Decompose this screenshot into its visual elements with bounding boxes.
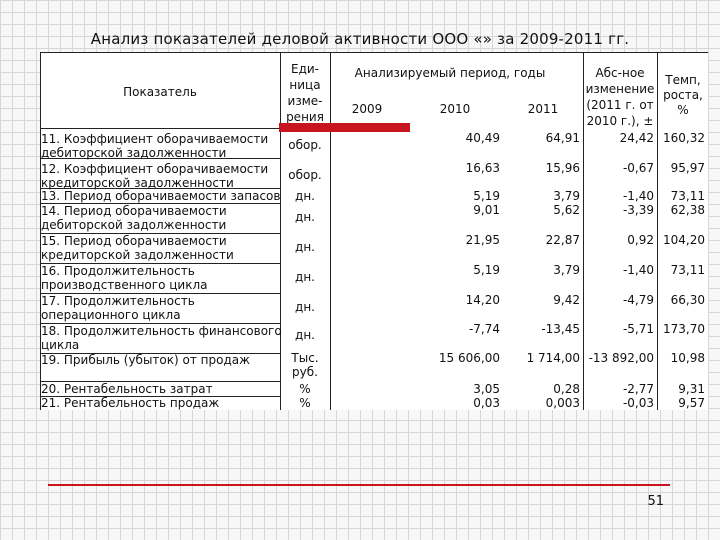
cell-abs-change: 0,92 [627,233,654,247]
row-indicator-name: 17. Продолжительность операционного цикл… [41,294,195,322]
cell-2010: 9,01 [473,203,500,217]
cell-abs-change: -0,03 [622,396,654,410]
cell-2011: 3,79 [553,263,580,277]
row-indicator-name: 18. Продолжительность финансового цикла [41,324,282,352]
table-divider-abs [657,52,658,410]
row-indicator-name: 15. Период оборачиваемости кредиторской … [41,234,234,262]
cell-2011: 0,003 [545,396,580,410]
row-line [40,188,280,189]
row-unit: дн. [295,300,315,314]
cell-2010: 5,19 [473,263,500,277]
row-line [40,233,280,234]
row-unit: дн. [295,270,315,284]
cell-2011: 5,62 [553,203,580,217]
row-indicator-name: 11. Коэффициент оборачиваемости дебиторс… [41,132,269,160]
cell-2010: -7,74 [468,322,500,336]
cell-growth: 73,11 [670,189,705,203]
cell-2010: 3,05 [473,382,500,396]
row-unit: дн. [295,189,315,203]
cell-2010: 16,63 [465,161,500,175]
table-border-top [40,52,708,53]
row-unit: дн. [295,240,315,254]
row-line [40,293,280,294]
row-indicator-name: 21. Рентабельность продаж [41,396,220,410]
row-unit: обор. [288,138,322,152]
cell-growth: 104,20 [663,233,705,247]
cell-2010: 14,20 [465,293,500,307]
footer-rule [48,484,670,486]
cell-abs-change: 24,42 [619,131,654,145]
cell-growth: 160,32 [663,131,705,145]
cell-growth: 9,57 [678,396,705,410]
header-year-2009: 2009 [351,102,383,116]
row-unit: дн. [295,210,315,224]
row-unit: дн. [295,328,315,342]
row-unit: Тыс. руб. [291,351,319,379]
cell-2011: 1 714,00 [526,351,580,365]
cell-2010: 5,19 [473,189,500,203]
cell-2011: -13,45 [541,322,580,336]
row-line [40,353,280,354]
cell-abs-change: -0,67 [622,161,654,175]
accent-bar [279,123,410,132]
cell-abs-change: -2,77 [622,382,654,396]
cell-abs-change: -13 892,00 [588,351,654,365]
row-indicator-name: 19. Прибыль (убыток) от продаж [41,353,250,367]
cell-2010: 15 606,00 [438,351,500,365]
row-unit: % [299,396,311,410]
cell-2010: 40,49 [465,131,500,145]
row-indicator-name: 16. Продолжительность производственного … [41,264,208,292]
row-indicator-name: 13. Период оборачиваемости запасов [41,189,281,203]
row-line [40,381,280,382]
cell-growth: 62,38 [670,203,705,217]
row-unit: обор. [288,168,322,182]
header-year-2011: 2011 [527,102,559,116]
row-line [40,323,280,324]
cell-abs-change: -1,40 [622,189,654,203]
cell-2010: 0,03 [473,396,500,410]
cell-growth: 95,97 [670,161,705,175]
row-line [40,158,280,159]
cell-2011: 9,42 [553,293,580,307]
header-growth: Темп, роста, % [663,73,703,117]
row-indicator-name: 12. Коэффициент оборачиваемости кредитор… [41,162,269,190]
activity-table: Показатель Еди- ница изме- рения Анализи… [40,52,708,410]
row-unit: % [299,382,311,396]
header-period: Анализируемый период, годы [354,66,546,80]
table-divider-unit [330,52,331,410]
header-abs-change: Абс-ное изменение (2011 г. от 2010 г.), … [585,66,655,128]
cell-growth: 73,11 [670,263,705,277]
cell-2011: 22,87 [545,233,580,247]
header-indicator: Показатель [123,85,197,99]
cell-abs-change: -1,40 [622,263,654,277]
row-line [40,203,280,204]
cell-2011: 0,28 [553,382,580,396]
cell-2011: 64,91 [545,131,580,145]
cell-2010: 21,95 [465,233,500,247]
cell-growth: 9,31 [678,382,705,396]
table-divider-period [583,52,584,410]
row-line [40,396,280,397]
row-line [40,263,280,264]
cell-growth: 10,98 [670,351,705,365]
table-divider-indicator [280,52,281,410]
cell-abs-change: -5,71 [622,322,654,336]
header-year-2010: 2010 [439,102,471,116]
cell-growth: 66,30 [670,293,705,307]
header-unit: Еди- ница изме- рения [286,62,324,124]
slide-title: Анализ показателей деловой активности ОО… [90,30,630,48]
header-bottom-line [40,128,280,129]
cell-abs-change: -3,39 [622,203,654,217]
cell-2011: 15,96 [545,161,580,175]
row-indicator-name: 20. Рентабельность затрат [41,382,213,396]
cell-growth: 173,70 [663,322,705,336]
table-border-left [40,52,41,410]
row-indicator-name: 14. Период оборачиваемости дебиторской з… [41,204,227,232]
cell-abs-change: -4,79 [622,293,654,307]
page-number: 51 [647,494,664,509]
cell-2011: 3,79 [553,189,580,203]
